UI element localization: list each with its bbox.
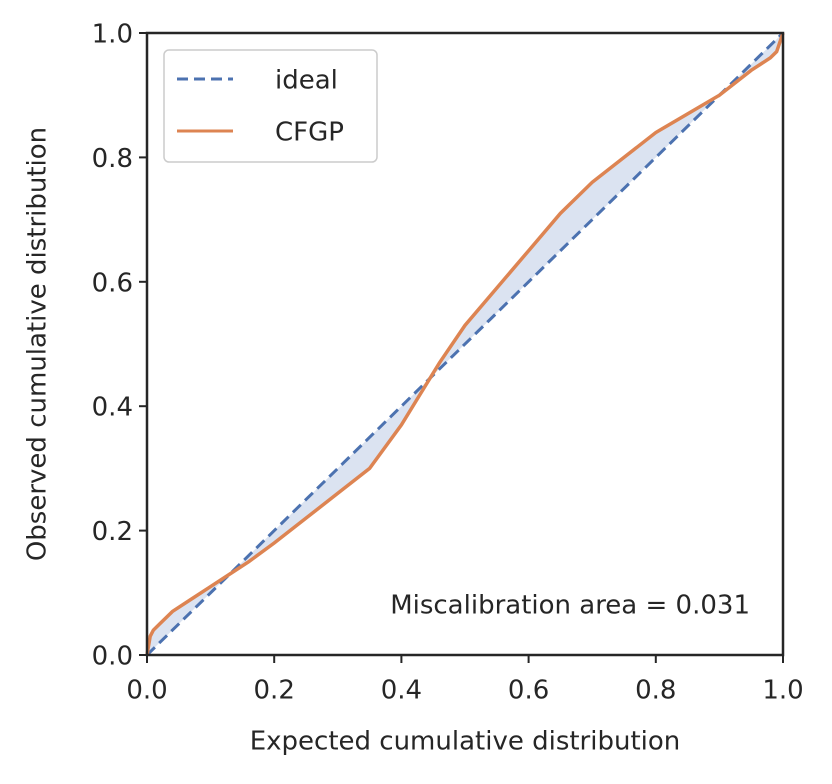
x-tick-label: 0.0 [126,676,167,706]
x-tick-label: 0.2 [254,676,295,706]
x-tick-label: 0.4 [381,676,422,706]
y-tick-label: 1.0 [92,20,133,50]
line-1 [145,32,785,656]
plot-frame [145,31,785,657]
x-tick-label: 0.6 [508,676,549,706]
y-tick-label: 0.4 [92,393,133,423]
y-tick-label: 0.2 [92,517,133,547]
x-tick-label: 1.0 [762,676,803,706]
x-axis-label: Expected cumulative distribution [250,727,681,757]
y-tick-label: 0.6 [92,268,133,298]
legend-label: ideal [275,66,338,96]
legend-box [163,49,378,163]
line-0 [145,31,785,657]
annotation: Miscalibration area = 0.031 [390,591,750,621]
y-axis-label: Observed cumulative distribution [23,127,53,561]
x-tick-label: 0.8 [635,676,676,706]
legend-label: CFGP [275,118,344,148]
y-tick-label: 0.0 [92,642,133,672]
y-tick-label: 0.8 [92,144,133,174]
